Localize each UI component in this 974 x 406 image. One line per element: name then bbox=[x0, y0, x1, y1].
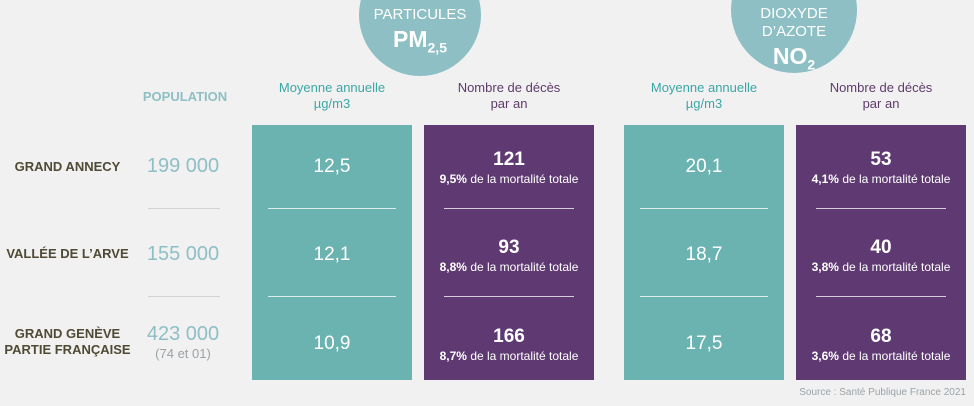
pm-mean-panel bbox=[252, 125, 412, 380]
pm-deaths-panel bbox=[424, 125, 594, 380]
pm-deaths-cell: 93 8,8% de la mortalité totale bbox=[424, 237, 594, 275]
no2-symbol: NO2 bbox=[731, 43, 857, 78]
row-divider bbox=[444, 296, 574, 297]
pm-mortality-pct: 8,8% bbox=[439, 260, 467, 274]
no2-mean-cell: 18,7 bbox=[624, 244, 784, 266]
no2-deaths-header-unit: par an bbox=[862, 96, 900, 111]
pm-mortality-pct: 8,7% bbox=[439, 349, 467, 363]
mortality-text: de la mortalité totale bbox=[842, 349, 951, 363]
pm-deaths-value: 121 bbox=[493, 149, 525, 170]
row-divider bbox=[816, 296, 946, 297]
population-value: 155 000 bbox=[146, 243, 220, 265]
row-label-line2: PARTIE FRANÇAISE bbox=[4, 342, 131, 357]
no2-mean-cell: 20,1 bbox=[624, 156, 784, 178]
no2-subscript: 2 bbox=[807, 56, 816, 73]
mortality-text: de la mortalité totale bbox=[470, 349, 579, 363]
pm-mortality-note: 9,5% de la mortalité totale bbox=[424, 171, 594, 187]
pm-mean-header: Moyenne annuelle µg/m3 bbox=[252, 80, 412, 112]
no2-deaths-cell: 68 3,6% de la mortalité totale bbox=[796, 326, 966, 364]
pm-deaths-value: 93 bbox=[498, 237, 520, 258]
no2-title-line2: D’AZOTE bbox=[761, 23, 827, 40]
population-value: 423 000 bbox=[146, 323, 220, 345]
pm-mean-header-unit: µg/m3 bbox=[313, 96, 351, 111]
no2-deaths-value: 68 bbox=[870, 326, 892, 347]
pm-deaths-header-label: Nombre de décès bbox=[457, 80, 561, 95]
pm-mean-cell: 12,1 bbox=[252, 244, 412, 266]
mortality-text: de la mortalité totale bbox=[842, 172, 951, 186]
population-value: 199 000 bbox=[146, 155, 220, 177]
no2-deaths-value: 40 bbox=[870, 237, 892, 258]
no2-deaths-header-label: Nombre de décès bbox=[829, 80, 933, 95]
no2-symbol-text: NO bbox=[772, 43, 808, 69]
row-label-line1: VALLÉE DE L’ARVE bbox=[6, 246, 129, 261]
population-note: (74 et 01) bbox=[155, 346, 211, 361]
no2-mortality-pct: 3,8% bbox=[811, 260, 839, 274]
pm-deaths-cell: 121 9,5% de la mortalité totale bbox=[424, 149, 594, 187]
pm25-title: PARTICULES bbox=[373, 6, 467, 23]
no2-badge: DIOXYDE D’AZOTE NO2 bbox=[731, 0, 857, 73]
pm-deaths-cell: 166 8,7% de la mortalité totale bbox=[424, 326, 594, 364]
no2-mean-value: 20,1 bbox=[685, 156, 723, 177]
no2-mortality-pct: 4,1% bbox=[811, 172, 839, 186]
no2-title-line1: DIOXYDE bbox=[760, 5, 828, 22]
pm-mean-cell: 12,5 bbox=[252, 156, 412, 178]
population-header: POPULATION bbox=[142, 89, 228, 104]
row-divider bbox=[444, 208, 574, 209]
no2-mean-header: Moyenne annuelle µg/m3 bbox=[624, 80, 784, 112]
pm25-symbol-text: PM bbox=[393, 26, 428, 52]
pm-mean-header-label: Moyenne annuelle bbox=[278, 80, 386, 95]
row-label-grand-annecy: GRAND ANNECY bbox=[0, 159, 135, 175]
no2-mortality-pct: 3,6% bbox=[811, 349, 839, 363]
no2-mortality-note: 4,1% de la mortalité totale bbox=[796, 171, 966, 187]
no2-mean-value: 18,7 bbox=[685, 244, 723, 265]
no2-mean-header-label: Moyenne annuelle bbox=[650, 80, 758, 95]
pm-mortality-note: 8,8% de la mortalité totale bbox=[424, 259, 594, 275]
no2-deaths-panel bbox=[796, 125, 966, 380]
row-label-vallee-de-larve: VALLÉE DE L’ARVE bbox=[0, 246, 135, 262]
row-label-line1: GRAND GENÈVE bbox=[14, 326, 121, 341]
mortality-text: de la mortalité totale bbox=[842, 260, 951, 274]
pm-mean-cell: 10,9 bbox=[252, 333, 412, 355]
pm25-symbol: PM2,5 bbox=[359, 26, 481, 61]
row-label-line1: GRAND ANNECY bbox=[14, 159, 121, 174]
no2-mean-value: 17,5 bbox=[685, 333, 723, 354]
pm-mean-value: 12,1 bbox=[313, 244, 351, 265]
row-label-grand-geneve: GRAND GENÈVE PARTIE FRANÇAISE bbox=[0, 326, 135, 358]
no2-mortality-note: 3,6% de la mortalité totale bbox=[796, 348, 966, 364]
pm25-badge: PARTICULES PM2,5 bbox=[359, 0, 481, 76]
no2-deaths-header: Nombre de décès par an bbox=[796, 80, 966, 112]
row-divider bbox=[268, 208, 396, 209]
no2-mortality-note: 3,8% de la mortalité totale bbox=[796, 259, 966, 275]
pm-deaths-header: Nombre de décès par an bbox=[424, 80, 594, 112]
pm-mean-value: 10,9 bbox=[313, 333, 351, 354]
population-cell: 423 000 (74 et 01) bbox=[135, 323, 231, 361]
pm-mortality-note: 8,7% de la mortalité totale bbox=[424, 348, 594, 364]
pm-deaths-header-unit: par an bbox=[490, 96, 528, 111]
no2-mean-panel bbox=[624, 125, 784, 380]
row-divider bbox=[148, 208, 220, 209]
row-divider bbox=[640, 296, 768, 297]
no2-mean-header-unit: µg/m3 bbox=[685, 96, 723, 111]
no2-deaths-cell: 40 3,8% de la mortalité totale bbox=[796, 237, 966, 275]
pm-deaths-value: 166 bbox=[493, 326, 525, 347]
source-note: Source : Santé Publique France 2021 bbox=[799, 387, 966, 398]
mortality-text: de la mortalité totale bbox=[470, 260, 579, 274]
pm-mean-value: 12,5 bbox=[313, 156, 351, 177]
no2-mean-cell: 17,5 bbox=[624, 333, 784, 355]
row-divider bbox=[268, 296, 396, 297]
row-divider bbox=[148, 296, 220, 297]
row-divider bbox=[640, 208, 768, 209]
no2-deaths-value: 53 bbox=[870, 149, 892, 170]
no2-deaths-cell: 53 4,1% de la mortalité totale bbox=[796, 149, 966, 187]
mortality-text: de la mortalité totale bbox=[470, 172, 579, 186]
pm-mortality-pct: 9,5% bbox=[439, 172, 467, 186]
row-divider bbox=[816, 208, 946, 209]
pm25-subscript: 2,5 bbox=[427, 39, 447, 56]
